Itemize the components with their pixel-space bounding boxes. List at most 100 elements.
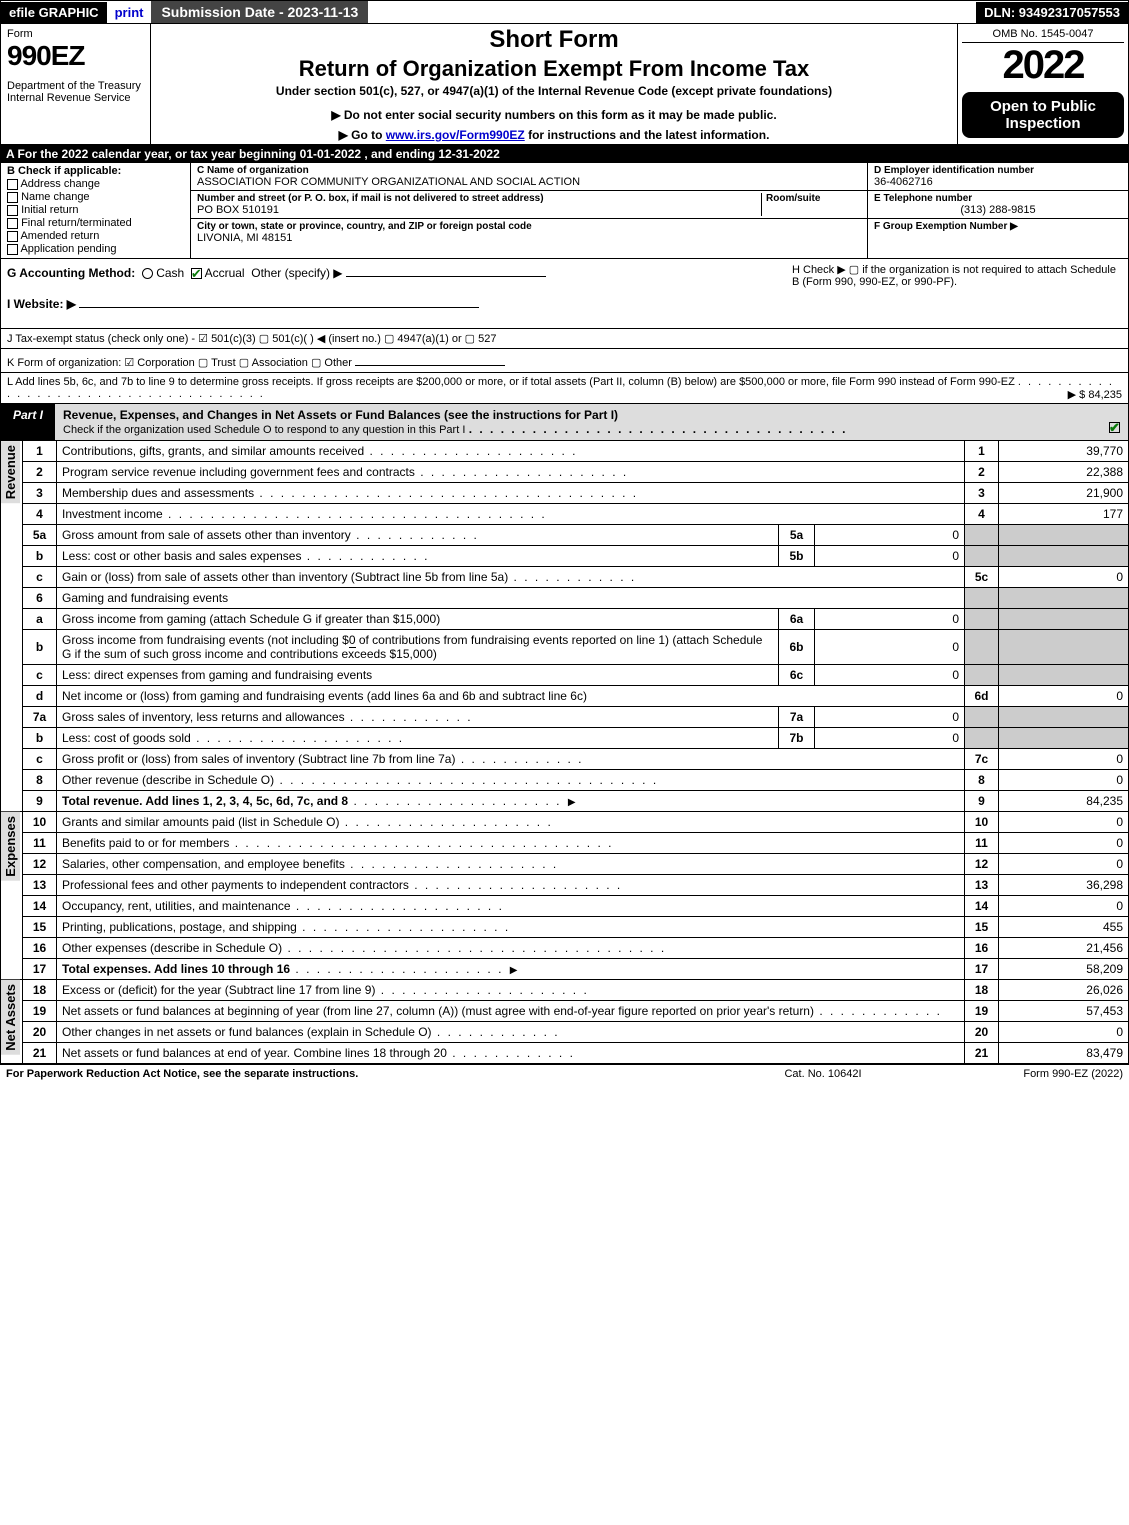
line-2: 2Program service revenue including gover… (23, 462, 1129, 483)
chk-application-pending[interactable]: Application pending (7, 243, 184, 255)
n: 17 (23, 959, 57, 980)
chk-amended-return[interactable]: Amended return (7, 230, 184, 242)
v (999, 630, 1129, 665)
c-name-cell: C Name of organization ASSOCIATION FOR C… (191, 163, 867, 191)
c-city-cell: City or town, state or province, country… (191, 219, 867, 246)
v: 84,235 (999, 791, 1129, 812)
rn (965, 588, 999, 609)
rn: 5c (965, 567, 999, 588)
expenses-section: Expenses 10Grants and similar amounts pa… (0, 812, 1129, 980)
chk-initial-return[interactable]: Initial return (7, 204, 184, 216)
k-other-field[interactable] (355, 352, 505, 366)
sv: 0 (815, 609, 965, 630)
sv: 0 (815, 630, 965, 665)
n: b (23, 546, 57, 567)
sn: 7a (779, 707, 815, 728)
n: 21 (23, 1043, 57, 1064)
d: Total expenses. Add lines 10 through 16 (57, 959, 965, 980)
chk-name-change[interactable]: Name change (7, 191, 184, 203)
v: 177 (999, 504, 1129, 525)
n: c (23, 749, 57, 770)
section-c: C Name of organization ASSOCIATION FOR C… (191, 163, 868, 258)
b-item-3: Final return/terminated (21, 217, 132, 229)
c-street-cell: Number and street (or P. O. box, if mail… (191, 191, 867, 219)
h-box: H Check ▶ ▢ if the organization is not r… (792, 263, 1122, 288)
goto-pre: ▶ Go to (339, 128, 386, 142)
c-street-label: Number and street (or P. O. box, if mail… (197, 193, 761, 204)
sn: 6a (779, 609, 815, 630)
rn: 9 (965, 791, 999, 812)
g-other: Other (specify) ▶ (251, 266, 342, 280)
d: Less: cost or other basis and sales expe… (57, 546, 779, 567)
telephone: (313) 288-9815 (874, 204, 1122, 216)
page-footer: For Paperwork Reduction Act Notice, see … (0, 1064, 1129, 1083)
chk-address-change[interactable]: Address change (7, 178, 184, 190)
v: 0 (999, 896, 1129, 917)
rn: 4 (965, 504, 999, 525)
d: Grants and similar amounts paid (list in… (57, 812, 965, 833)
d: Gross income from gaming (attach Schedul… (57, 609, 779, 630)
line-6a: aGross income from gaming (attach Schedu… (23, 609, 1129, 630)
g-cash: Cash (156, 266, 184, 280)
rn: 21 (965, 1043, 999, 1064)
rn: 15 (965, 917, 999, 938)
line-7a: 7aGross sales of inventory, less returns… (23, 707, 1129, 728)
e-cell: E Telephone number (313) 288-9815 (868, 191, 1128, 219)
n: 9 (23, 791, 57, 812)
radio-accrual[interactable] (191, 268, 202, 279)
form-label: Form (7, 28, 144, 40)
d: Excess or (deficit) for the year (Subtra… (57, 980, 965, 1001)
line-1: 1Contributions, gifts, grants, and simil… (23, 441, 1129, 462)
n: 2 (23, 462, 57, 483)
rn (965, 665, 999, 686)
line-6b: bGross income from fundraising events (n… (23, 630, 1129, 665)
d: Professional fees and other payments to … (57, 875, 965, 896)
irs-link[interactable]: www.irs.gov/Form990EZ (386, 128, 525, 142)
rn: 11 (965, 833, 999, 854)
rn: 12 (965, 854, 999, 875)
line-18: 18Excess or (deficit) for the year (Subt… (23, 980, 1129, 1001)
k-text: K Form of organization: ☑ Corporation ▢ … (7, 357, 352, 369)
n: 3 (23, 483, 57, 504)
c-name-label: C Name of organization (197, 165, 861, 176)
part1-schedule-o-check[interactable] (1109, 422, 1120, 433)
b-item-1: Name change (21, 191, 90, 203)
line-10: 10Grants and similar amounts paid (list … (23, 812, 1129, 833)
v: 0 (999, 833, 1129, 854)
i-label: I Website: ▶ (7, 297, 76, 311)
side-revenue: Revenue (0, 441, 22, 812)
room-suite-label: Room/suite (766, 193, 861, 204)
radio-cash[interactable] (142, 268, 153, 279)
chk-final-return[interactable]: Final return/terminated (7, 217, 184, 229)
i-row: I Website: ▶ (7, 294, 1122, 311)
revenue-table: 1Contributions, gifts, grants, and simil… (22, 441, 1129, 812)
b-item-0: Address change (20, 178, 100, 190)
v (999, 609, 1129, 630)
rn (965, 630, 999, 665)
d: Net assets or fund balances at end of ye… (57, 1043, 965, 1064)
d: Gross profit or (loss) from sales of inv… (57, 749, 965, 770)
print-link[interactable]: print (107, 2, 152, 23)
dln-label: DLN: 93492317057553 (976, 2, 1128, 23)
g-other-field[interactable] (346, 263, 546, 277)
line-19: 19Net assets or fund balances at beginni… (23, 1001, 1129, 1022)
6b-amount: 0 (349, 633, 356, 648)
top-bar: efile GRAPHIC print Submission Date - 20… (0, 0, 1129, 24)
c-city-label: City or town, state or province, country… (197, 221, 861, 232)
website-field[interactable] (79, 294, 479, 308)
revenue-section: Revenue 1Contributions, gifts, grants, a… (0, 441, 1129, 812)
d: Less: cost of goods sold (57, 728, 779, 749)
line-6: 6Gaming and fundraising events (23, 588, 1129, 609)
rn: 18 (965, 980, 999, 1001)
rn (965, 707, 999, 728)
d: Program service revenue including govern… (57, 462, 965, 483)
line-6c: cLess: direct expenses from gaming and f… (23, 665, 1129, 686)
n: a (23, 609, 57, 630)
main-title: Return of Organization Exempt From Incom… (157, 56, 951, 82)
rn: 13 (965, 875, 999, 896)
n: 4 (23, 504, 57, 525)
d-label: D Employer identification number (874, 165, 1122, 176)
d: Contributions, gifts, grants, and simila… (57, 441, 965, 462)
rn (965, 728, 999, 749)
v: 0 (999, 812, 1129, 833)
